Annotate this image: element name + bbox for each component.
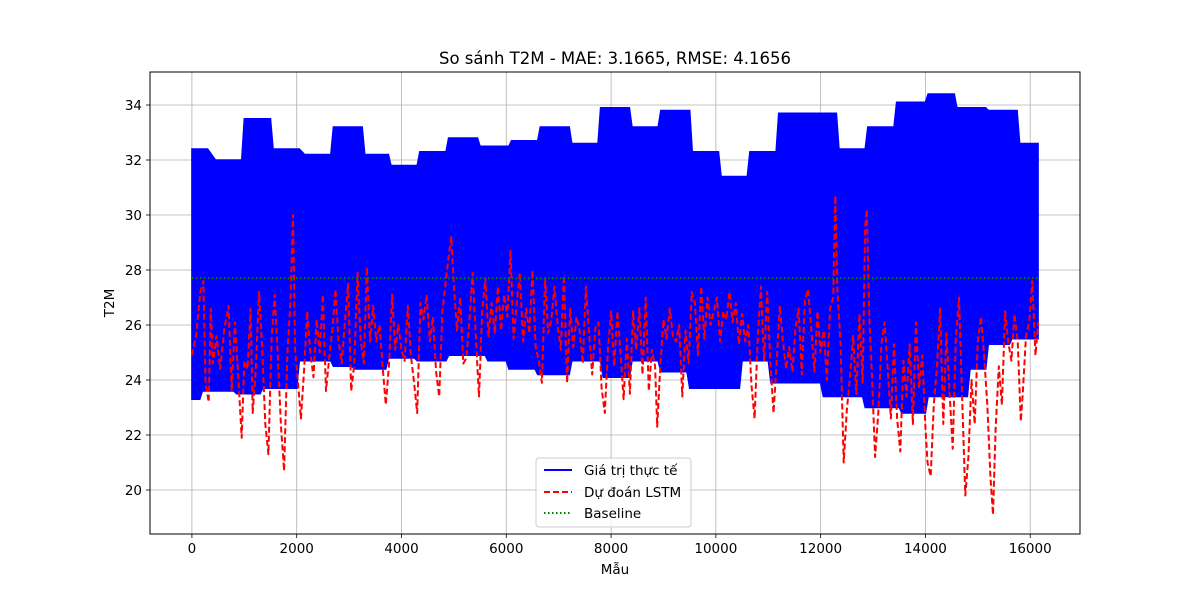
y-tick-label: 32 [125, 153, 142, 169]
x-tick-label: 12000 [799, 541, 842, 557]
x-tick-label: 2000 [280, 541, 314, 557]
legend-label-actual: Giá trị thực tế [584, 462, 678, 479]
y-axis-label: T2M [102, 289, 118, 318]
x-tick-label: 16000 [1009, 541, 1052, 557]
legend-box [535, 457, 692, 528]
actual-values-band [191, 93, 1039, 414]
x-tick-label: 14000 [904, 541, 947, 557]
lstm-prediction-line [190, 194, 1040, 516]
x-tick-label: 6000 [489, 541, 523, 557]
y-tick-label: 22 [125, 428, 142, 444]
y-tick-label: 26 [125, 318, 142, 334]
chart-title: So sánh T2M - MAE: 3.1665, RMSE: 4.1656 [439, 49, 791, 68]
legend: Giá trị thực tế Dự đoán LSTM Baseline [535, 457, 692, 528]
x-axis-label: Mẫu [601, 561, 629, 578]
y-tick-label: 30 [125, 208, 142, 224]
y-tick-label: 28 [125, 263, 142, 279]
x-tick-label: 0 [188, 541, 197, 557]
x-tick-label: 8000 [594, 541, 628, 557]
plot-frame [149, 71, 1081, 535]
x-tick-label: 10000 [694, 541, 737, 557]
legend-label-baseline: Baseline [584, 506, 641, 522]
ticks: 0 2000 4000 6000 8000 10000 12000 14000 16000 20 2… [125, 98, 1052, 557]
y-tick-label: 20 [125, 483, 142, 499]
x-tick-label: 4000 [384, 541, 418, 557]
y-tick-label: 34 [125, 98, 142, 114]
legend-label-lstm: Dự đoán LSTM [584, 485, 681, 501]
series-area [190, 93, 1040, 516]
y-tick-label: 24 [125, 373, 142, 389]
